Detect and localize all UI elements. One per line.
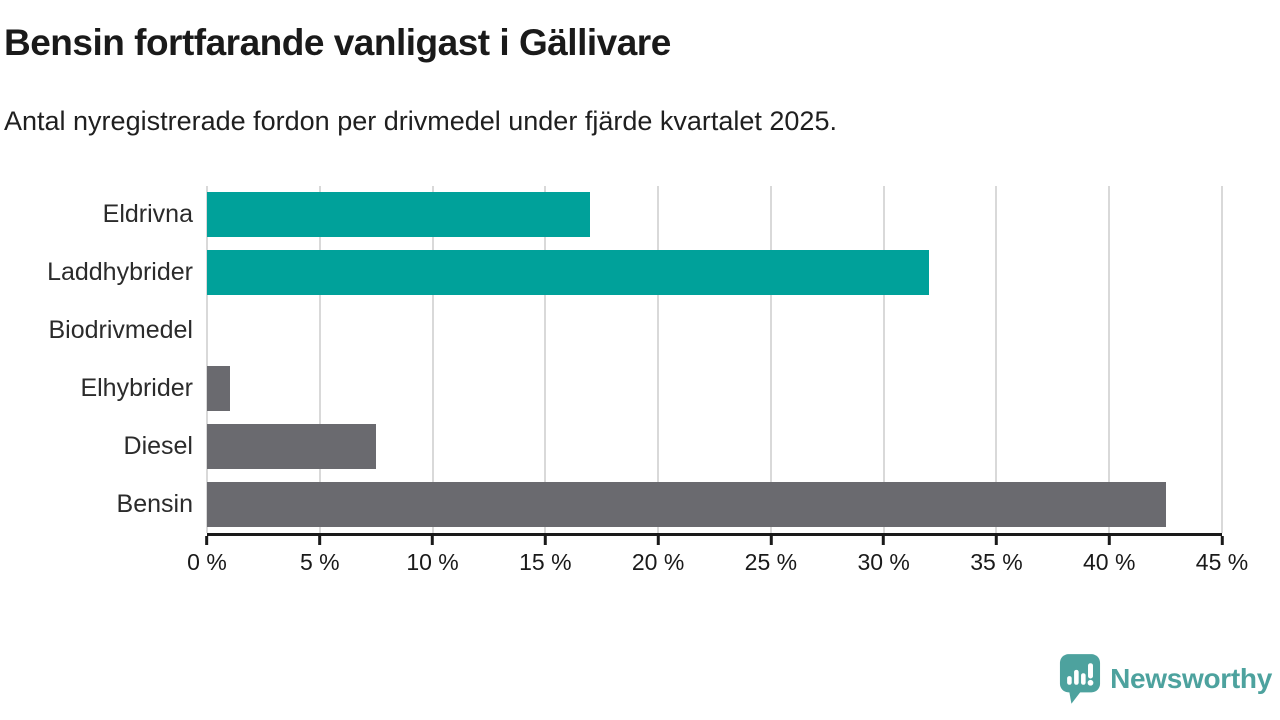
category-label: Bensin (116, 489, 193, 518)
axis-tick (205, 536, 209, 545)
axis-tick (1220, 536, 1224, 545)
chart-subtitle: Antal nyregistrerade fordon per drivmede… (4, 106, 837, 136)
axis-tick (431, 536, 435, 545)
axis-tick-label: 10 % (406, 549, 459, 575)
bar-laddhybrider (207, 250, 929, 296)
chart-title: Bensin fortfarande vanligast i Gällivare (4, 22, 671, 63)
axis-tick (994, 536, 998, 545)
axis-tick-label: 0 % (187, 549, 227, 575)
category-label: Laddhybrider (47, 258, 193, 287)
axis-tick-label: 25 % (744, 549, 798, 575)
x-axis: 0 % 5 % 10 % 15 % 20 % 25 % 30 % 35 % 40 % 45 % (187, 533, 1248, 575)
bar-track (207, 302, 1222, 360)
axis-tick (769, 536, 773, 545)
axis-tick-label: 20 % (631, 549, 685, 575)
axis-tick-label: 40 % (1083, 549, 1136, 575)
bar-bensin (207, 481, 1166, 527)
newsworthy-logo-text: Newsworthy (1110, 662, 1272, 694)
axis-tick (318, 536, 322, 545)
category-label: Biodrivmedel (48, 316, 193, 345)
bar-track (207, 186, 1222, 244)
bar-chart: Eldrivna Laddhybrider Biodrivmedel Elhybrid… (0, 186, 1248, 575)
axis-tick (656, 536, 660, 545)
chart-row: Laddhybrider (0, 244, 1222, 302)
category-label: Eldrivna (102, 200, 193, 229)
axis-tick (1107, 536, 1111, 545)
bar-track (207, 359, 1222, 417)
chart-row: Elhybrider (0, 359, 1222, 417)
chart-row: Diesel (0, 417, 1222, 475)
bar-eldrivna (207, 192, 591, 238)
chart-row: Eldrivna (0, 186, 1222, 244)
category-label: Elhybrider (80, 373, 193, 402)
axis-tick-label: 30 % (857, 549, 910, 575)
bar-track (207, 417, 1222, 475)
axis-tick-label: 35 % (970, 549, 1023, 575)
bar-track (207, 475, 1222, 533)
axis-tick-label: 15 % (519, 549, 572, 575)
newsworthy-logo[interactable]: Newsworthy (1059, 653, 1272, 704)
bar-elhybrider (207, 365, 230, 411)
axis-tick-label: 45 % (1195, 549, 1249, 575)
axis-tick-label: 5 % (299, 549, 340, 575)
chart-row: Biodrivmedel (0, 302, 1222, 360)
chart-rows: Eldrivna Laddhybrider Biodrivmedel Elhybrid… (0, 186, 1222, 533)
newsworthy-logo-icon (1060, 654, 1101, 704)
bar-diesel (207, 423, 377, 469)
axis-tick (543, 536, 547, 545)
axis-tick (882, 536, 886, 545)
chart-row: Bensin (0, 475, 1222, 533)
category-label: Diesel (123, 431, 193, 460)
bar-track (207, 244, 1222, 302)
